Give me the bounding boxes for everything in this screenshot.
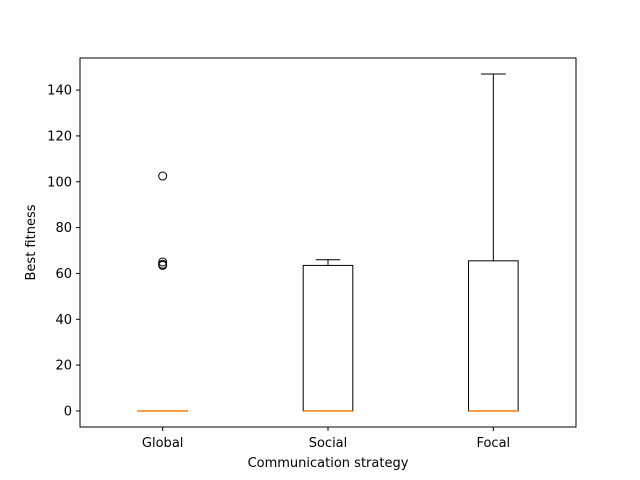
y-tick-label: 80 [55, 221, 72, 236]
x-tick-label: Social [309, 436, 348, 451]
outlier-point [158, 257, 168, 267]
outlier-point [158, 171, 168, 181]
box-group-social [302, 259, 354, 412]
box-group-global [137, 171, 188, 412]
y-tick-label: 60 [55, 267, 72, 282]
y-tick-label: 140 [47, 84, 72, 99]
plot-content [137, 73, 519, 412]
y-tick-label: 0 [64, 404, 72, 419]
y-tick-label: 100 [47, 175, 72, 190]
x-axis: Global Social Focal [142, 427, 510, 451]
y-axis: 0 20 40 60 80 100 120 140 [47, 84, 80, 419]
y-tick-label: 20 [55, 359, 72, 374]
y-tick-label: 120 [47, 129, 72, 144]
x-tick-label: Focal [476, 436, 510, 451]
y-tick-label: 40 [55, 313, 72, 328]
x-axis-label: Communication strategy [248, 456, 409, 471]
box-group-focal [468, 73, 519, 412]
x-tick-label: Global [142, 436, 183, 451]
outlier-point [158, 260, 168, 270]
y-axis-label: Best fitness [24, 204, 39, 280]
